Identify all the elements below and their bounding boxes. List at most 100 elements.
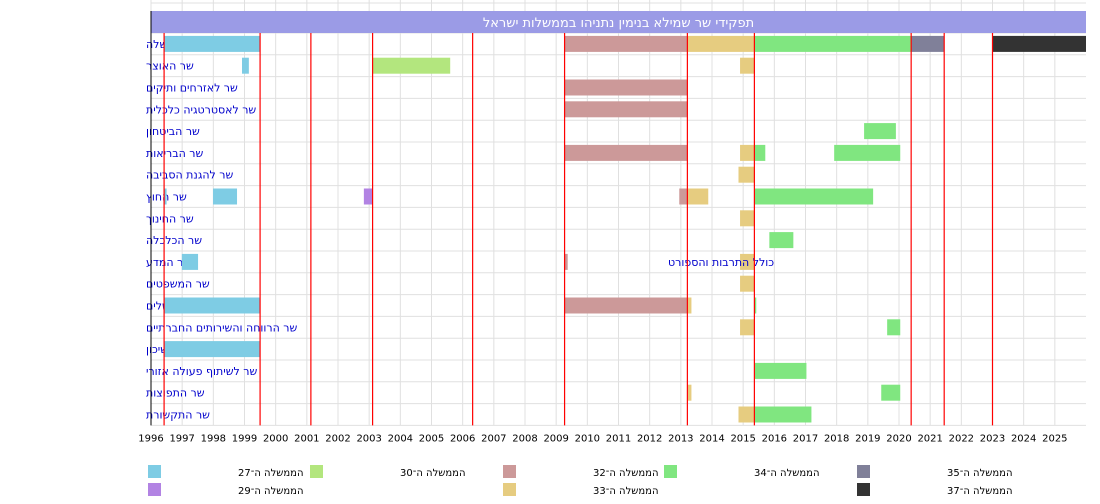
x-tick-label: 2002 bbox=[325, 433, 350, 444]
bar-gov-33 bbox=[738, 406, 755, 423]
legend-label: הממשלה ה־33 bbox=[593, 486, 658, 497]
bar-gov-34 bbox=[754, 406, 812, 423]
bar-gov-33 bbox=[687, 35, 755, 52]
x-tick-label: 2013 bbox=[668, 433, 693, 444]
bar-gov-34 bbox=[754, 188, 874, 205]
legend-label: הממשלה ה־32 bbox=[593, 468, 658, 479]
row-label: שר לשיתוף פעולה אזורי bbox=[146, 365, 257, 378]
legend-swatch-gov-35 bbox=[857, 465, 870, 478]
row-label: שר המשפטים bbox=[146, 278, 210, 291]
legend-swatch-gov-29 bbox=[148, 483, 161, 496]
bar-annotation: כולל התרבות והספורט bbox=[668, 256, 774, 269]
legend-swatch-gov-27 bbox=[148, 465, 161, 478]
bar-gov-32 bbox=[564, 144, 688, 161]
legend-swatch-gov-30 bbox=[310, 465, 323, 478]
x-tick-label: 2024 bbox=[1011, 433, 1036, 444]
x-tick-label: 2022 bbox=[949, 433, 974, 444]
legend-label: הממשלה ה־30 bbox=[400, 468, 465, 479]
legend-swatch-gov-33 bbox=[503, 483, 516, 496]
x-tick-label: 2025 bbox=[1042, 433, 1067, 444]
x-tick-label: 2006 bbox=[450, 433, 475, 444]
row-label: שר להגנת הסביבה bbox=[146, 169, 233, 182]
row-label: שר הכלכלה bbox=[146, 234, 202, 247]
x-tick-label: 2012 bbox=[637, 433, 662, 444]
bar-gov-29 bbox=[363, 188, 373, 205]
bar-gov-33 bbox=[740, 210, 755, 227]
x-tick-label: 1996 bbox=[138, 433, 163, 444]
row-label: שר המדע bbox=[146, 256, 191, 269]
x-tick-label: 2019 bbox=[855, 433, 880, 444]
row-label: שר לאסטרטגיה כלכלית bbox=[146, 103, 256, 116]
row-label: שר האוצר bbox=[146, 60, 194, 73]
bar-gov-34 bbox=[864, 123, 896, 140]
x-tick-label: 2020 bbox=[886, 433, 911, 444]
bar-gov-33 bbox=[738, 166, 755, 183]
bar-gov-33 bbox=[687, 188, 709, 205]
x-tick-label: 2003 bbox=[356, 433, 381, 444]
row-label: שר הרווחה והשירותים החברתיים bbox=[146, 321, 297, 334]
x-tick-label: 2007 bbox=[481, 433, 506, 444]
x-tick-label: 2014 bbox=[699, 433, 724, 444]
bar-gov-33 bbox=[740, 319, 755, 336]
bar-gov-37 bbox=[992, 35, 1086, 52]
legend-label: הממשלה ה־35 bbox=[947, 468, 1012, 479]
legend-label: הממשלה ה־37 bbox=[947, 486, 1012, 497]
bar-gov-32 bbox=[564, 253, 568, 270]
x-tick-label: 2009 bbox=[543, 433, 568, 444]
row-label: שר הביטחון bbox=[146, 125, 200, 138]
bar-gov-34 bbox=[834, 144, 901, 161]
x-tick-label: 2000 bbox=[263, 433, 288, 444]
x-tick-label: 2011 bbox=[606, 433, 631, 444]
bar-gov-33 bbox=[740, 253, 755, 270]
x-tick-label: 2021 bbox=[917, 433, 942, 444]
bar-gov-32 bbox=[564, 79, 688, 96]
legend-swatch-gov-32 bbox=[503, 465, 516, 478]
bar-gov-34 bbox=[754, 362, 807, 379]
bar-gov-33 bbox=[740, 275, 755, 292]
bar-gov-34 bbox=[754, 35, 912, 52]
bar-gov-33 bbox=[687, 297, 692, 314]
legend-label: הממשלה ה־34 bbox=[754, 468, 819, 479]
bar-gov-33 bbox=[687, 384, 692, 401]
bar-gov-27 bbox=[242, 57, 249, 74]
bar-gov-34 bbox=[754, 144, 766, 161]
bar-gov-27 bbox=[164, 341, 261, 358]
bar-gov-34 bbox=[887, 319, 901, 336]
x-tick-label: 1998 bbox=[201, 433, 226, 444]
bar-gov-33 bbox=[740, 144, 755, 161]
bar-gov-33 bbox=[740, 57, 755, 74]
bar-gov-32 bbox=[564, 35, 688, 52]
bar-gov-27 bbox=[181, 253, 199, 270]
x-tick-label: 2001 bbox=[294, 433, 319, 444]
x-tick-label: 2005 bbox=[419, 433, 444, 444]
row-label: שר החינוך bbox=[146, 212, 194, 225]
bar-gov-34 bbox=[881, 384, 901, 401]
x-tick-label: 2008 bbox=[512, 433, 537, 444]
x-tick-label: 2004 bbox=[388, 433, 413, 444]
bar-gov-34 bbox=[754, 297, 757, 314]
row-label: שר התקשורת bbox=[146, 409, 210, 422]
bar-gov-32 bbox=[679, 188, 688, 205]
bar-gov-27 bbox=[164, 297, 261, 314]
bar-gov-27 bbox=[213, 188, 238, 205]
x-tick-label: 2010 bbox=[575, 433, 600, 444]
chart-title: תפקידי שר שמילא בנימין נתניהו בממשלות יש… bbox=[483, 16, 754, 31]
x-tick-label: 2023 bbox=[980, 433, 1005, 444]
bar-gov-32 bbox=[564, 101, 688, 118]
legend-swatch-gov-37 bbox=[857, 483, 870, 496]
x-tick-label: 1997 bbox=[169, 433, 194, 444]
bar-gov-30 bbox=[372, 57, 451, 74]
row-label: שר לאזרחים ותיקים bbox=[146, 82, 238, 95]
x-tick-label: 1999 bbox=[232, 433, 257, 444]
x-tick-label: 2016 bbox=[762, 433, 787, 444]
x-tick-label: 2018 bbox=[824, 433, 849, 444]
bar-gov-35 bbox=[911, 35, 945, 52]
bar-gov-32 bbox=[564, 297, 688, 314]
row-label: שר הבריאות bbox=[146, 147, 204, 160]
legend-label: הממשלה ה־29 bbox=[238, 486, 303, 497]
legend-swatch-gov-34 bbox=[664, 465, 677, 478]
legend-label: הממשלה ה־27 bbox=[238, 468, 303, 479]
x-tick-label: 2017 bbox=[793, 433, 818, 444]
bar-gov-34 bbox=[769, 232, 794, 249]
